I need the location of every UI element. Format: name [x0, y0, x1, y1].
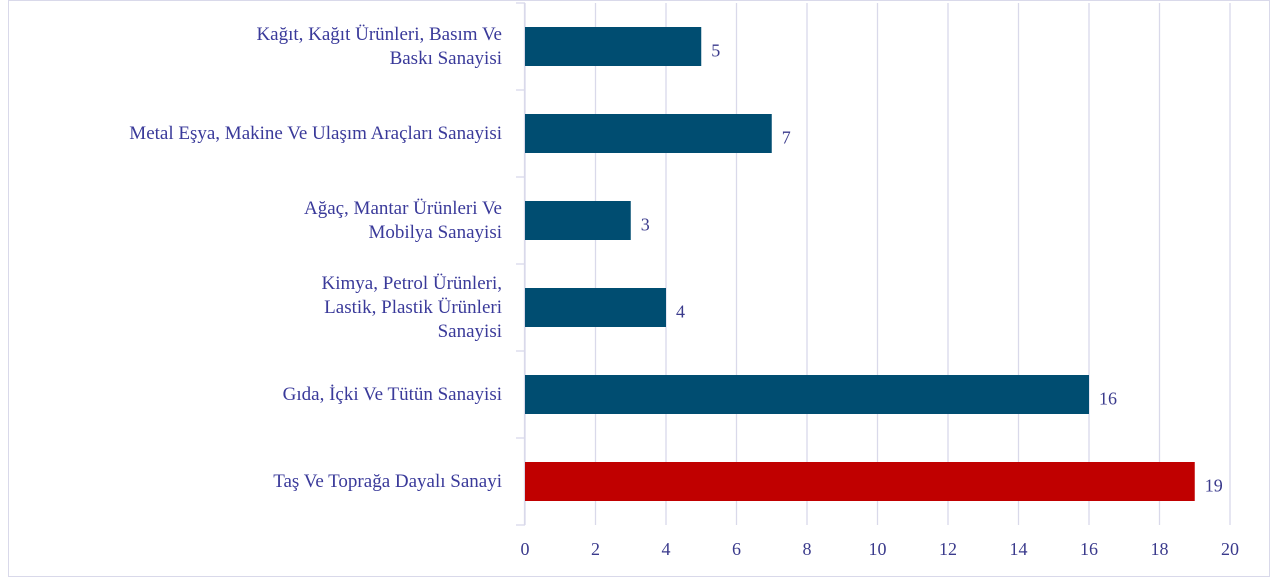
value-label: 19: [1205, 476, 1223, 496]
category-label: Kağıt, Kağıt Ürünleri, Basım Ve Baskı Sa…: [212, 3, 502, 90]
bar: [525, 114, 772, 153]
value-label: 7: [782, 128, 791, 148]
bar: [525, 201, 631, 240]
x-tick-label: 2: [591, 539, 600, 559]
x-tick-label: 14: [1010, 539, 1028, 559]
x-tick-label: 16: [1080, 539, 1098, 559]
category-text: Gıda, İçki Ve Tütün Sanayisi: [282, 383, 502, 405]
x-tick-label: 20: [1221, 539, 1239, 559]
category-label: Ağaç, Mantar Ürünleri Ve Mobilya Sanayis…: [242, 177, 502, 264]
bar: [525, 375, 1089, 414]
value-label: 4: [676, 302, 685, 322]
x-tick-label: 0: [521, 539, 530, 559]
x-tick-label: 4: [662, 539, 671, 559]
x-tick-label: 18: [1151, 539, 1169, 559]
value-label: 16: [1099, 389, 1117, 409]
x-tick-label: 12: [939, 539, 957, 559]
category-text: Kimya, Petrol Ürünleri, Lastik, Plastik …: [321, 272, 502, 342]
category-label: Metal Eşya, Makine Ve Ulaşım Araçları Sa…: [0, 90, 502, 177]
value-label: 3: [641, 215, 650, 235]
category-text: Ağaç, Mantar Ürünleri Ve Mobilya Sanayis…: [303, 197, 502, 243]
category-label: Gıda, İçki Ve Tütün Sanayisi: [0, 351, 502, 438]
category-text: Metal Eşya, Makine Ve Ulaşım Araçları Sa…: [129, 122, 502, 144]
category-label: Kimya, Petrol Ürünleri, Lastik, Plastik …: [302, 264, 502, 351]
x-tick-label: 8: [803, 539, 812, 559]
category-label: Taş Ve Toprağa Dayalı Sanayi: [0, 438, 502, 525]
bar: [525, 288, 666, 327]
bar: [525, 462, 1195, 501]
category-text: Taş Ve Toprağa Dayalı Sanayi: [273, 470, 502, 492]
value-label: 5: [711, 41, 720, 61]
chart-frame: [8, 0, 1270, 577]
category-text: Kağıt, Kağıt Ürünleri, Basım Ve Baskı Sa…: [256, 23, 502, 69]
x-tick-label: 6: [732, 539, 741, 559]
x-tick-label: 10: [869, 539, 887, 559]
bar: [525, 27, 702, 66]
